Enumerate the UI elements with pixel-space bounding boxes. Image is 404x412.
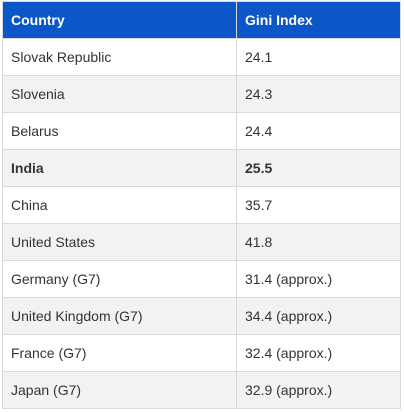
table-row: United Kingdom (G7) 34.4 (approx.) bbox=[2, 297, 401, 335]
country-cell: Belarus bbox=[2, 112, 237, 150]
country-cell: United States bbox=[2, 223, 237, 261]
gini-cell: 25.5 bbox=[236, 149, 401, 187]
table-row: United States 41.8 bbox=[2, 223, 401, 261]
table-row: Slovak Republic 24.1 bbox=[2, 38, 401, 76]
table-row: Germany (G7) 31.4 (approx.) bbox=[2, 260, 401, 298]
table-row: Japan (G7) 32.9 (approx.) bbox=[2, 371, 401, 409]
header-country: Country bbox=[2, 1, 237, 39]
country-cell: Slovenia bbox=[2, 75, 237, 113]
gini-cell: 24.4 bbox=[236, 112, 401, 150]
table-row: Slovenia 24.3 bbox=[2, 75, 401, 113]
gini-cell: 31.4 (approx.) bbox=[236, 260, 401, 298]
gini-cell: 24.1 bbox=[236, 38, 401, 76]
gini-cell: 41.8 bbox=[236, 223, 401, 261]
table-row-highlighted: India 25.5 bbox=[2, 149, 401, 187]
table-row: Belarus 24.4 bbox=[2, 112, 401, 150]
gini-cell: 32.9 (approx.) bbox=[236, 371, 401, 409]
gini-cell: 32.4 (approx.) bbox=[236, 334, 401, 372]
table-header-row: Country Gini Index bbox=[2, 1, 401, 39]
country-cell: France (G7) bbox=[2, 334, 237, 372]
gini-table-container: Country Gini Index Slovak Republic 24.1 … bbox=[2, 1, 401, 409]
table-row: China 35.7 bbox=[2, 186, 401, 224]
gini-cell: 35.7 bbox=[236, 186, 401, 224]
country-cell: Germany (G7) bbox=[2, 260, 237, 298]
country-cell: India bbox=[2, 149, 237, 187]
table-row: France (G7) 32.4 (approx.) bbox=[2, 334, 401, 372]
country-cell: China bbox=[2, 186, 237, 224]
header-gini-index: Gini Index bbox=[236, 1, 401, 39]
gini-cell: 34.4 (approx.) bbox=[236, 297, 401, 335]
country-cell: United Kingdom (G7) bbox=[2, 297, 237, 335]
gini-cell: 24.3 bbox=[236, 75, 401, 113]
gini-table: Country Gini Index Slovak Republic 24.1 … bbox=[2, 1, 401, 409]
country-cell: Slovak Republic bbox=[2, 38, 237, 76]
country-cell: Japan (G7) bbox=[2, 371, 237, 409]
